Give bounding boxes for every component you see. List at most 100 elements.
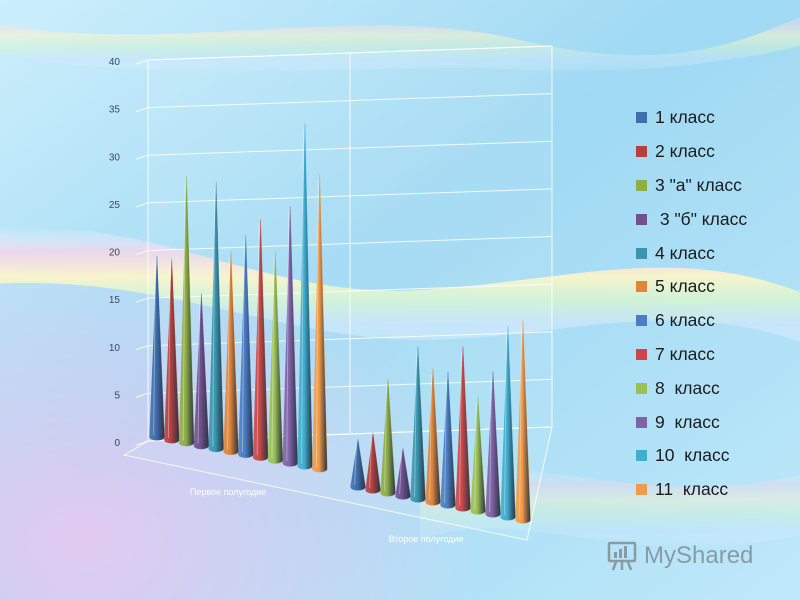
legend-label: 9 класс	[655, 411, 720, 432]
cone-bar	[515, 319, 531, 524]
legend-item: 5 класс	[636, 270, 796, 304]
x-tick-label: Второе полугодие	[389, 534, 464, 544]
gridline	[147, 140, 553, 156]
legend-swatch	[636, 382, 647, 394]
legend-item: 3 "б" класс	[636, 202, 796, 236]
cone-body	[455, 346, 471, 512]
cone-highlight	[153, 262, 156, 436]
cone-body	[350, 439, 366, 491]
cone-body	[410, 346, 426, 503]
legend-label: 8 класс	[655, 377, 720, 398]
cone-highlight	[519, 325, 522, 519]
cone-highlight	[489, 377, 492, 513]
cones	[149, 123, 531, 524]
cone-highlight	[369, 438, 372, 489]
cone-highlight	[504, 332, 507, 516]
cone-highlight	[241, 241, 245, 453]
x-axis: Первое полугодие Второе полугодие	[190, 487, 464, 544]
legend-swatch	[636, 247, 647, 259]
cone-bar	[470, 396, 486, 515]
cone-highlight	[354, 445, 357, 486]
y-tick-label: 20	[109, 248, 121, 259]
x-tick-label: Первое полугодие	[190, 487, 266, 497]
cone-bar	[350, 439, 366, 491]
legend-label: 6 класс	[655, 310, 715, 331]
cone-body	[312, 173, 328, 473]
cone-highlight	[459, 352, 462, 507]
y-tick-label: 25	[109, 200, 121, 211]
y-axis: 0 5 10 15 20 25 30 35 40	[109, 57, 121, 449]
legend-item: 4 класс	[636, 236, 796, 270]
y-tick-label: 35	[109, 105, 121, 116]
cone-highlight	[256, 225, 260, 456]
legend-swatch	[636, 416, 647, 428]
legend-label: 10 класс	[655, 445, 730, 466]
cone-bar	[455, 346, 471, 512]
logo-text: MyShared	[644, 542, 754, 569]
y-tick-label: 0	[114, 438, 120, 449]
y-tick-label: 40	[109, 57, 121, 68]
legend-item: 3 "а" класс	[636, 169, 796, 203]
legend-item: 6 класс	[636, 304, 796, 338]
gridline-side	[135, 297, 149, 303]
legend-label: 7 класс	[655, 343, 715, 364]
cone-highlight	[414, 352, 417, 498]
legend-swatch	[636, 450, 647, 462]
cone-body	[365, 432, 381, 494]
legend-swatch	[636, 146, 647, 158]
presentation-icon	[607, 541, 637, 571]
legend-label: 11 класс	[655, 479, 729, 500]
cone-body	[425, 368, 441, 506]
cone-body	[470, 396, 486, 515]
cone-highlight	[182, 182, 186, 441]
y-tick-label: 30	[109, 152, 121, 163]
gridline-side	[135, 202, 149, 208]
cone-highlight	[286, 211, 290, 462]
cone-highlight	[197, 299, 201, 444]
cone-highlight	[474, 402, 477, 510]
y-tick-label: 5	[114, 390, 120, 401]
legend-item: 10 класс	[636, 439, 796, 473]
legend-swatch	[636, 281, 647, 293]
legend-item: 2 класс	[636, 135, 796, 169]
gridline	[147, 45, 553, 61]
legend-swatch	[636, 179, 647, 191]
cone-highlight	[301, 129, 304, 465]
cone-highlight	[167, 264, 171, 438]
legend-label: 3 "б" класс	[655, 208, 748, 229]
gridline-side	[135, 440, 149, 446]
cone-highlight	[212, 187, 216, 447]
legend-label: 5 класс	[655, 276, 715, 297]
legend-label: 3 "а" класс	[655, 174, 742, 195]
legend-swatch	[636, 348, 647, 360]
cone-highlight	[384, 384, 387, 492]
gridline-side	[135, 250, 149, 255]
gridline	[147, 93, 553, 109]
legend-item: 7 класс	[636, 338, 796, 372]
legend-swatch	[636, 112, 647, 124]
legend-item: 9 класс	[636, 405, 796, 439]
y-tick-label: 15	[109, 295, 121, 306]
cone-highlight	[227, 257, 230, 450]
gridline-side	[135, 107, 149, 113]
cone-body	[380, 378, 396, 497]
legend-swatch	[636, 484, 647, 496]
cone-highlight	[444, 377, 447, 504]
gridline-side	[135, 345, 149, 351]
cone-bar	[425, 368, 441, 506]
legend-label: 4 класс	[655, 242, 715, 263]
cone-highlight	[315, 179, 319, 467]
legend-item: 11 класс	[636, 473, 796, 507]
legend: 1 класс 2 класс 3 "а" класс 3 "б" класс …	[636, 101, 796, 507]
cone-bar	[410, 346, 426, 503]
legend-label: 1 класс	[655, 107, 715, 128]
legend-label: 2 класс	[655, 141, 715, 162]
cone-highlight	[399, 454, 402, 495]
cone-bar	[365, 432, 381, 494]
y-tick-label: 10	[109, 343, 121, 354]
gridline	[147, 188, 553, 204]
legend-swatch	[636, 315, 647, 327]
watermark-logo: MyShared	[606, 536, 776, 576]
